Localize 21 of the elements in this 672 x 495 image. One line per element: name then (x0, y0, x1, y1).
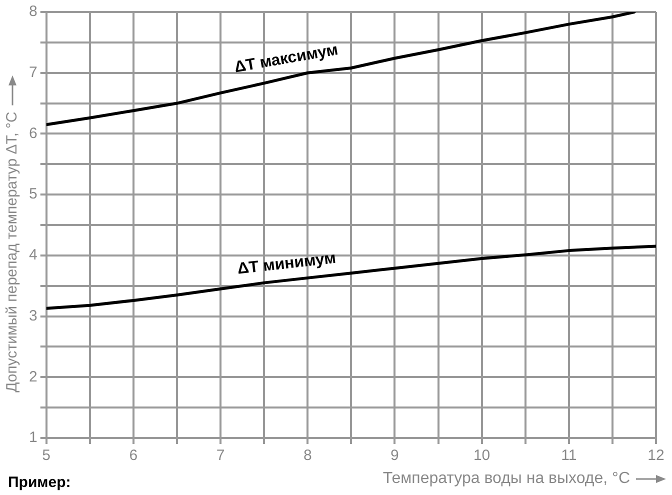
x-tick-label: 10 (473, 447, 490, 464)
x-axis-title: Температура воды на выходе, °C (382, 470, 630, 488)
text: Пример: (8, 474, 71, 491)
y-tick-label: 8 (29, 3, 38, 20)
y-tick-label: 3 (29, 307, 38, 324)
y-tick-label: 1 (29, 429, 38, 446)
y-tick-label: 7 (29, 64, 38, 81)
text: ΔT максимум (233, 41, 340, 76)
y-tick-label: 5 (29, 186, 38, 203)
y-tick-label: 4 (29, 246, 38, 264)
x-tick-label: 6 (129, 447, 138, 464)
y-tick-label: 2 (29, 368, 38, 386)
x-tick-label: 9 (390, 447, 399, 464)
x-tick-label: 11 (561, 447, 577, 464)
x-tick-label: 8 (303, 447, 312, 464)
y-axis-title: Допустимый перепад температур ΔT, °C (4, 112, 20, 392)
y-tick-label: 6 (29, 124, 38, 142)
text: ΔT минимум (236, 250, 337, 278)
x-tick-label: 12 (648, 447, 664, 464)
x-tick-label: 7 (216, 447, 225, 464)
x-tick-label: 5 (42, 447, 51, 464)
